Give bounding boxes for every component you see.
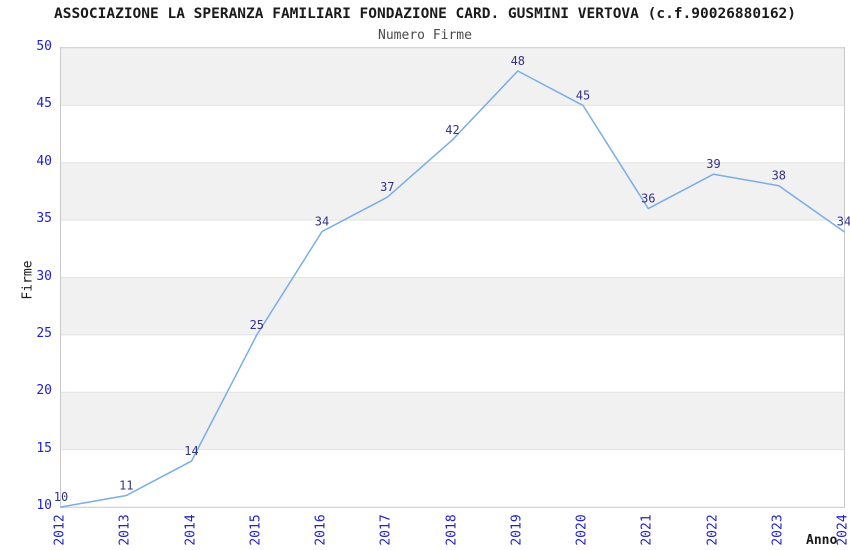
grid-band <box>61 162 844 221</box>
data-point-label: 45 <box>576 88 590 102</box>
y-tick-label: 30 <box>36 268 52 284</box>
grid-band <box>61 277 844 335</box>
x-tick-label: 2023 <box>770 514 786 546</box>
x-tick-label: 2015 <box>248 514 264 546</box>
y-tick-label: 40 <box>36 153 52 169</box>
data-point-label: 34 <box>837 215 850 229</box>
chart-title: ASSOCIAZIONE LA SPERANZA FAMILIARI FONDA… <box>53 6 797 22</box>
x-tick-label: 2013 <box>117 514 133 546</box>
x-tick-label: 2022 <box>705 514 720 546</box>
line-chart-canvas: 10 11 14 25 34 37 42 48 45 36 39 38 34 <box>54 47 850 508</box>
x-tick-label: 2014 <box>183 514 198 546</box>
x-tick-label: 2020 <box>574 514 590 546</box>
y-tick-label: 35 <box>36 211 52 227</box>
data-point-label: 34 <box>315 215 329 229</box>
data-point-label: 38 <box>772 169 786 183</box>
y-tick-label: 10 <box>36 498 52 513</box>
y-tick-label: 15 <box>36 440 52 456</box>
plot-area: 10 11 14 25 34 37 42 48 45 36 39 38 34 <box>54 47 850 508</box>
y-tick-label: 20 <box>36 383 52 399</box>
x-tick-label: 2024 <box>835 514 850 546</box>
data-point-label: 37 <box>380 180 394 194</box>
x-tick-label: 2016 <box>313 514 329 546</box>
data-point-label: 36 <box>641 192 655 206</box>
x-axis-label: Anno <box>806 533 838 548</box>
grid-band <box>61 392 844 450</box>
chart-subtitle: Numero Firme <box>378 28 472 43</box>
x-tick-label: 2017 <box>378 514 394 546</box>
data-point-label: 14 <box>184 444 198 458</box>
data-point-label: 25 <box>250 318 264 332</box>
y-tick-label: 25 <box>36 325 52 341</box>
data-point-label: 39 <box>706 157 720 171</box>
x-tick-label: 2019 <box>509 514 525 546</box>
data-point-label: 42 <box>445 123 459 137</box>
x-tick-label: 2018 <box>444 514 459 546</box>
x-tick-label: 2012 <box>52 514 68 546</box>
grid-band <box>61 48 844 106</box>
data-point-label: 48 <box>511 54 525 68</box>
y-tick-label: 45 <box>36 96 52 112</box>
x-tick-label: 2021 <box>639 514 655 546</box>
data-point-label: 11 <box>119 479 133 493</box>
data-point-label: 10 <box>54 490 68 504</box>
data-line-firme <box>60 70 845 508</box>
y-tick-label: 50 <box>36 39 52 54</box>
